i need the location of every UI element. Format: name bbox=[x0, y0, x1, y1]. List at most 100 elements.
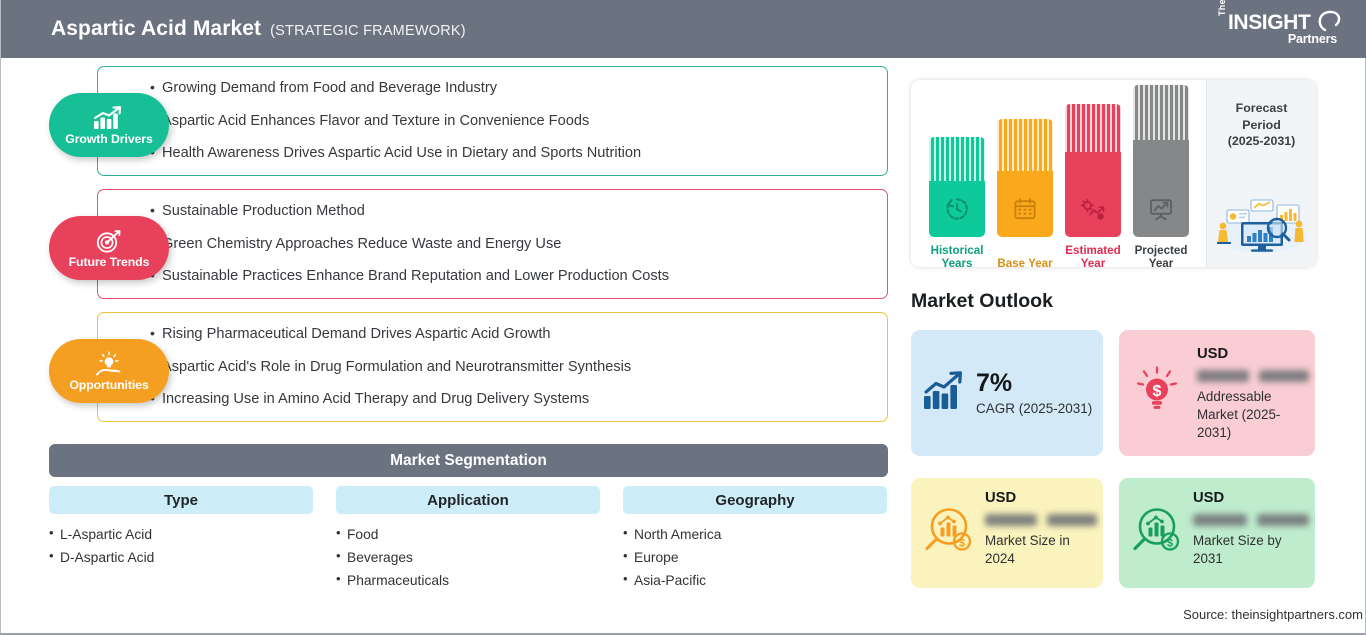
cagr-card-inner: 7% CAGR (2025-2031) bbox=[911, 330, 1103, 456]
blurred-value bbox=[985, 512, 1097, 527]
source-attribution: Source: theinsightpartners.com bbox=[1183, 607, 1363, 622]
list-item: Sustainable Production Method bbox=[150, 203, 887, 219]
bar-caption: Projected Year bbox=[1134, 243, 1188, 267]
cagr-value: 7% bbox=[976, 368, 1013, 397]
list-item: Green Chemistry Approaches Reduce Waste … bbox=[150, 236, 887, 252]
bar-shape bbox=[929, 137, 985, 237]
bar-stripe-overlay bbox=[997, 119, 1053, 171]
opportunities-bullets: Rising Pharmaceutical Demand Drives Aspa… bbox=[98, 313, 887, 421]
market-size-2024-inner: $ USD Market Size in 2024 bbox=[911, 478, 1103, 588]
list-item: Increasing Use in Amino Acid Therapy and… bbox=[150, 391, 887, 407]
segmentation-header: Application bbox=[336, 486, 600, 514]
card-label: Market Size in 2024 bbox=[985, 533, 1070, 567]
blur-chunk bbox=[985, 513, 1037, 526]
bar-chart-arrow-icon bbox=[92, 105, 126, 131]
badge-label: Growth Drivers bbox=[65, 131, 153, 146]
bar-shape bbox=[1065, 104, 1121, 237]
segmentation-column-application: Application Food Beverages Pharmaceutica… bbox=[336, 486, 600, 596]
presentation-chart-icon bbox=[1147, 196, 1175, 227]
list-item: North America bbox=[623, 526, 887, 543]
bar-caption: Historical Years bbox=[930, 243, 984, 267]
cagr-text-block: 7% CAGR (2025-2031) bbox=[976, 368, 1093, 416]
bar-caption: Base Year bbox=[997, 257, 1053, 267]
left-column: Growing Demand from Food and Beverage In… bbox=[1, 58, 907, 635]
bar-stripe-overlay bbox=[1065, 104, 1121, 152]
page-header: Aspartic Acid Market (STRATEGIC FRAMEWOR… bbox=[1, 0, 1366, 58]
market-size-2031-inner: $ USD Market Size by 2031 bbox=[1119, 478, 1315, 588]
list-item: D-Aspartic Acid bbox=[49, 549, 313, 566]
header-titles: Aspartic Acid Market (STRATEGIC FRAMEWOR… bbox=[51, 17, 466, 41]
list-item: Growing Demand from Food and Beverage In… bbox=[150, 80, 887, 96]
growth-drivers-content-box: Growing Demand from Food and Beverage In… bbox=[97, 66, 888, 176]
list-item: Aspartic Acid's Role in Drug Formulation… bbox=[150, 359, 887, 375]
forecast-period-chart: 2021-2023 Historical Years bbox=[911, 80, 1316, 267]
card-market-size-2031: $ USD Market Size by 2031 bbox=[1119, 478, 1315, 588]
blur-chunk bbox=[1193, 513, 1247, 526]
target-dart-icon bbox=[93, 228, 125, 254]
badge-label: Future Trends bbox=[68, 254, 150, 269]
list-item: Pharmaceuticals bbox=[336, 572, 600, 589]
logo-the-text: The bbox=[1217, 0, 1227, 16]
segmentation-header: Geography bbox=[623, 486, 887, 514]
page-subtitle: (STRATEGIC FRAMEWORK) bbox=[270, 23, 466, 39]
segmentation-header: Type bbox=[49, 486, 313, 514]
market-outlook-title: Market Outlook bbox=[911, 290, 1053, 312]
clock-history-icon bbox=[944, 196, 970, 227]
list-item: Asia-Pacific bbox=[623, 572, 887, 589]
list-item: Europe bbox=[623, 549, 887, 566]
badge-growth-drivers[interactable]: Growth Drivers bbox=[49, 93, 169, 157]
segmentation-column-type: Type L-Aspartic Acid D-Aspartic Acid bbox=[49, 486, 313, 596]
currency-label: USD bbox=[1197, 346, 1229, 362]
bar-historical-years: 2021-2023 Historical Years bbox=[929, 137, 985, 267]
forecast-bars: 2021-2023 Historical Years bbox=[925, 80, 1193, 267]
forecast-line-3: (2025-2031) bbox=[1227, 134, 1296, 149]
bar-chart-arrow-icon bbox=[921, 370, 967, 417]
market-size-2024-text-block: USD Market Size in 2024 bbox=[985, 490, 1097, 568]
gear-chart-icon bbox=[1079, 196, 1107, 227]
bar-estimated-year: 2025 bbox=[1065, 104, 1121, 267]
cagr-label: CAGR (2025-2031) bbox=[976, 400, 1093, 416]
card-market-size-2024: $ USD Market Size in 2024 bbox=[911, 478, 1103, 588]
logo-partners-text: Partners bbox=[1287, 32, 1337, 46]
blur-chunk bbox=[1197, 369, 1249, 382]
forecast-line-2: Period bbox=[1242, 117, 1281, 132]
list-item: Sustainable Practices Enhance Brand Repu… bbox=[150, 268, 887, 284]
currency-label: USD bbox=[1193, 490, 1225, 506]
badge-opportunities[interactable]: Opportunities bbox=[49, 339, 169, 403]
hand-lightbulb-icon bbox=[93, 350, 125, 377]
list-item: Rising Pharmaceutical Demand Drives Aspa… bbox=[150, 326, 887, 342]
svg-text:$: $ bbox=[959, 538, 965, 550]
future-trends-bullets: Sustainable Production Method Green Chem… bbox=[98, 190, 887, 298]
bar-stripe-overlay bbox=[929, 137, 985, 181]
lightbulb-dollar-icon: $ bbox=[1129, 363, 1185, 424]
future-trends-content-box: Sustainable Production Method Green Chem… bbox=[97, 189, 888, 299]
page-title: Aspartic Acid Market bbox=[51, 17, 262, 40]
segmentation-column-geography: Geography North America Europe Asia-Paci… bbox=[623, 486, 887, 596]
list-item: Food bbox=[336, 526, 600, 543]
blur-chunk bbox=[1046, 513, 1097, 526]
card-cagr: 7% CAGR (2025-2031) bbox=[911, 330, 1103, 456]
right-column: 2021-2023 Historical Years bbox=[907, 58, 1366, 635]
list-item: Beverages bbox=[336, 549, 600, 566]
currency-label: USD bbox=[985, 490, 1017, 506]
list-item: Health Awareness Drives Aspartic Acid Us… bbox=[150, 145, 887, 161]
segmentation-list: L-Aspartic Acid D-Aspartic Acid bbox=[49, 514, 313, 566]
forecast-period-text: Forecast Period (2025-2031) bbox=[1207, 100, 1316, 150]
bar-shape bbox=[1133, 85, 1189, 237]
blurred-value bbox=[1197, 368, 1309, 383]
insight-partners-logo: The INSIGHT Partners bbox=[1217, 0, 1345, 50]
market-size-2031-text-block: USD Market Size by 2031 bbox=[1193, 490, 1309, 568]
segmentation-list: North America Europe Asia-Pacific bbox=[623, 514, 887, 589]
blurred-value bbox=[1193, 512, 1309, 527]
magnifier-bar-chart-icon: $ bbox=[1129, 504, 1185, 563]
badge-future-trends[interactable]: Future Trends bbox=[49, 216, 169, 280]
logo-arc-icon bbox=[1318, 10, 1341, 32]
bar-caption: Estimated Year bbox=[1065, 243, 1121, 267]
segmentation-columns: Type L-Aspartic Acid D-Aspartic Acid App… bbox=[49, 486, 888, 596]
calendar-icon bbox=[1012, 196, 1038, 227]
bar-base-year: 2024 bbox=[997, 119, 1053, 267]
svg-text:$: $ bbox=[1167, 538, 1173, 550]
forecast-period-panel: Forecast Period (2025-2031) bbox=[1206, 80, 1316, 267]
blur-chunk bbox=[1258, 369, 1309, 382]
